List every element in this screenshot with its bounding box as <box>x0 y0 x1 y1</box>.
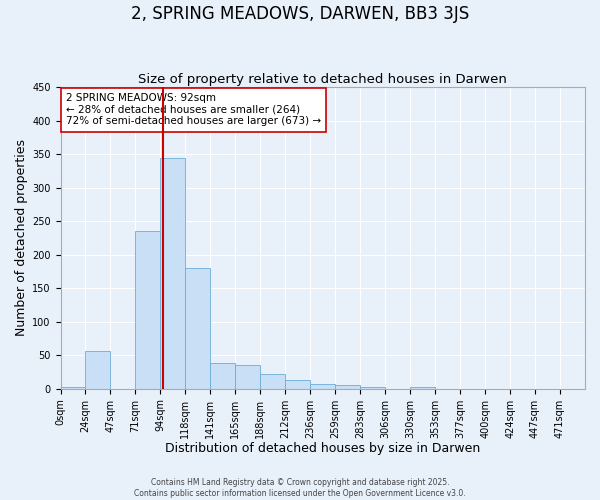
Title: Size of property relative to detached houses in Darwen: Size of property relative to detached ho… <box>139 73 507 86</box>
Text: 2 SPRING MEADOWS: 92sqm
← 28% of detached houses are smaller (264)
72% of semi-d: 2 SPRING MEADOWS: 92sqm ← 28% of detache… <box>66 93 321 126</box>
Bar <box>85 350 110 389</box>
Text: Contains HM Land Registry data © Crown copyright and database right 2025.
Contai: Contains HM Land Registry data © Crown c… <box>134 478 466 498</box>
Bar <box>235 366 260 388</box>
Bar <box>285 380 310 388</box>
Bar <box>260 374 285 388</box>
Bar <box>335 386 360 388</box>
Bar <box>310 384 335 388</box>
Bar <box>136 231 160 388</box>
Bar <box>160 158 185 388</box>
X-axis label: Distribution of detached houses by size in Darwen: Distribution of detached houses by size … <box>165 442 481 455</box>
Bar <box>185 268 211 388</box>
Text: 2, SPRING MEADOWS, DARWEN, BB3 3JS: 2, SPRING MEADOWS, DARWEN, BB3 3JS <box>131 5 469 23</box>
Y-axis label: Number of detached properties: Number of detached properties <box>15 140 28 336</box>
Bar <box>211 364 235 388</box>
